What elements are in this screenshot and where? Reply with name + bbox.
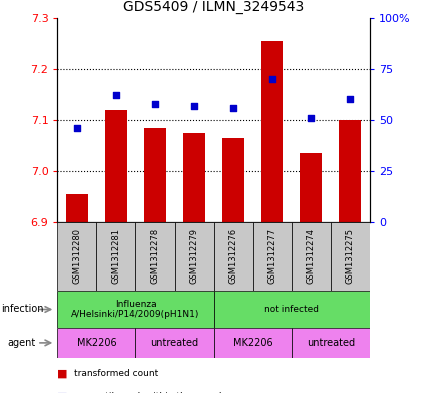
Text: untreated: untreated: [307, 338, 355, 348]
Point: [191, 103, 198, 109]
Text: ■: ■: [57, 368, 68, 378]
Text: not infected: not infected: [264, 305, 319, 314]
Point: [308, 115, 314, 121]
Bar: [213, 291, 370, 328]
Point: [347, 96, 354, 103]
Point: [113, 92, 119, 99]
Text: agent: agent: [8, 338, 36, 348]
Text: Influenza
A/Helsinki/P14/2009(pH1N1): Influenza A/Helsinki/P14/2009(pH1N1): [71, 300, 200, 319]
Bar: [96, 222, 136, 291]
Point: [152, 100, 159, 107]
Bar: [300, 153, 322, 222]
Bar: [183, 133, 205, 222]
Text: GSM1312280: GSM1312280: [72, 228, 82, 285]
Bar: [136, 222, 175, 291]
Point: [269, 76, 275, 82]
Bar: [331, 222, 370, 291]
Text: GSM1312277: GSM1312277: [268, 228, 277, 285]
Text: GSM1312274: GSM1312274: [307, 228, 316, 285]
Text: untreated: untreated: [150, 338, 198, 348]
Text: GSM1312281: GSM1312281: [111, 228, 120, 285]
Bar: [105, 110, 127, 222]
Bar: [57, 328, 136, 358]
Bar: [175, 222, 213, 291]
Bar: [261, 41, 283, 222]
Text: GSM1312276: GSM1312276: [229, 228, 238, 285]
Bar: [57, 291, 213, 328]
Text: MK2206: MK2206: [76, 338, 116, 348]
Text: GSM1312278: GSM1312278: [150, 228, 159, 285]
Bar: [340, 120, 361, 222]
Text: GSM1312279: GSM1312279: [190, 228, 198, 285]
Text: GSM1312275: GSM1312275: [346, 228, 355, 285]
Bar: [292, 222, 331, 291]
Point: [230, 105, 236, 111]
Bar: [57, 222, 96, 291]
Bar: [292, 328, 370, 358]
Text: MK2206: MK2206: [233, 338, 272, 348]
Title: GDS5409 / ILMN_3249543: GDS5409 / ILMN_3249543: [123, 0, 304, 14]
Bar: [213, 222, 252, 291]
Bar: [66, 194, 88, 222]
Text: ■: ■: [57, 392, 68, 393]
Point: [74, 125, 80, 131]
Text: infection: infection: [1, 305, 43, 314]
Bar: [136, 328, 213, 358]
Bar: [213, 328, 292, 358]
Bar: [252, 222, 292, 291]
Bar: [144, 128, 166, 222]
Text: transformed count: transformed count: [74, 369, 159, 378]
Bar: [222, 138, 244, 222]
